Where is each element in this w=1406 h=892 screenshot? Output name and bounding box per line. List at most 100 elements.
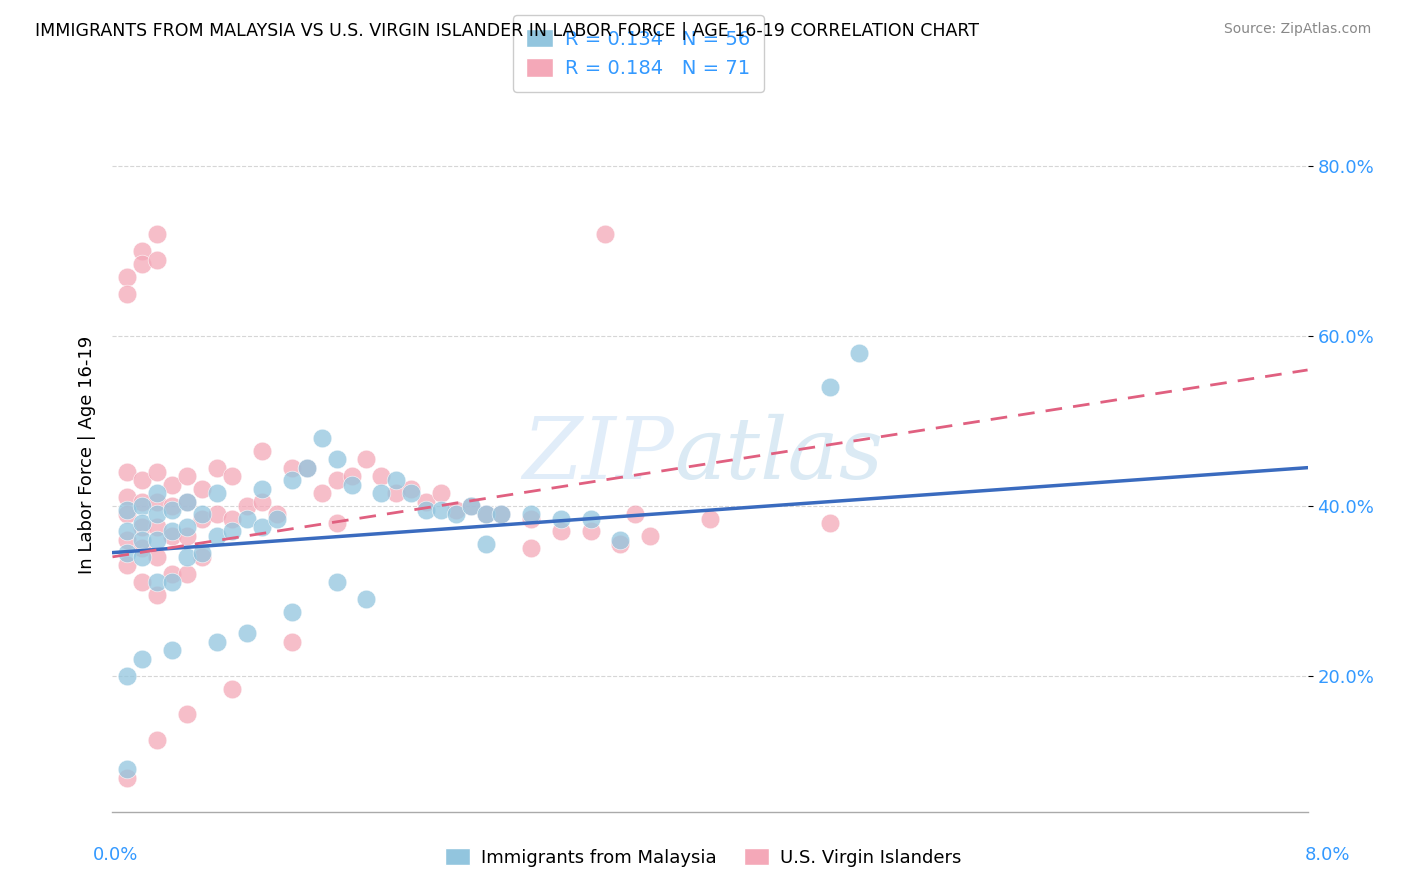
Point [311, 486, 333, 500]
Point [117, 533, 139, 547]
Point [311, 431, 333, 445]
Point [131, 494, 153, 508]
Point [146, 252, 169, 267]
Point [117, 669, 139, 683]
Point [236, 626, 259, 640]
Point [624, 508, 647, 522]
Point [356, 452, 378, 467]
Point [117, 546, 139, 560]
Point [415, 494, 437, 508]
Point [131, 652, 153, 666]
Text: 0.0%: 0.0% [93, 846, 138, 863]
Point [385, 474, 408, 488]
Point [162, 524, 183, 539]
Point [370, 469, 392, 483]
Point [146, 520, 169, 534]
Point [162, 575, 183, 590]
Point [579, 524, 602, 539]
Legend: R = 0.134   N = 56, R = 0.184   N = 71: R = 0.134 N = 56, R = 0.184 N = 71 [513, 15, 763, 92]
Point [146, 486, 169, 500]
Point [176, 549, 198, 564]
Point [176, 494, 198, 508]
Point [550, 511, 572, 525]
Point [489, 508, 512, 522]
Point [131, 520, 153, 534]
Point [146, 465, 169, 479]
Point [460, 499, 482, 513]
Point [221, 469, 243, 483]
Point [162, 477, 183, 491]
Point [250, 482, 273, 496]
Point [325, 474, 347, 488]
Point [699, 511, 721, 525]
Point [131, 257, 153, 271]
Point [520, 511, 543, 525]
Point [131, 244, 153, 258]
Point [430, 486, 453, 500]
Point [117, 524, 139, 539]
Text: Source: ZipAtlas.com: Source: ZipAtlas.com [1223, 22, 1371, 37]
Point [117, 762, 139, 776]
Point [162, 503, 183, 517]
Point [176, 469, 198, 483]
Point [131, 499, 153, 513]
Point [131, 549, 153, 564]
Point [221, 524, 243, 539]
Point [818, 516, 841, 530]
Point [146, 732, 169, 747]
Text: 8.0%: 8.0% [1305, 846, 1350, 863]
Point [444, 508, 467, 522]
Point [117, 491, 139, 505]
Point [401, 482, 423, 496]
Legend: Immigrants from Malaysia, U.S. Virgin Islanders: Immigrants from Malaysia, U.S. Virgin Is… [437, 841, 969, 874]
Point [401, 486, 423, 500]
Point [340, 477, 363, 491]
Point [595, 227, 617, 241]
Point [117, 771, 139, 785]
Y-axis label: In Labor Force | Age 16-19: In Labor Force | Age 16-19 [77, 335, 96, 574]
Point [146, 575, 169, 590]
Point [176, 566, 198, 581]
Point [146, 588, 169, 602]
Point [370, 486, 392, 500]
Point [221, 511, 243, 525]
Point [176, 520, 198, 534]
Point [146, 533, 169, 547]
Point [162, 643, 183, 657]
Point [340, 469, 363, 483]
Point [250, 494, 273, 508]
Point [281, 635, 304, 649]
Point [818, 380, 841, 394]
Point [176, 494, 198, 508]
Point [146, 494, 169, 508]
Point [131, 516, 153, 530]
Point [236, 499, 259, 513]
Point [460, 499, 482, 513]
Point [117, 286, 139, 301]
Point [520, 508, 543, 522]
Point [550, 524, 572, 539]
Point [131, 575, 153, 590]
Point [266, 508, 288, 522]
Point [162, 566, 183, 581]
Point [609, 533, 631, 547]
Point [444, 503, 467, 517]
Point [205, 486, 228, 500]
Point [117, 508, 139, 522]
Point [430, 503, 453, 517]
Point [191, 546, 214, 560]
Point [266, 511, 288, 525]
Point [325, 575, 347, 590]
Point [475, 508, 498, 522]
Point [356, 592, 378, 607]
Point [191, 508, 214, 522]
Point [117, 465, 139, 479]
Point [162, 499, 183, 513]
Point [176, 706, 198, 721]
Point [162, 528, 183, 542]
Point [236, 511, 259, 525]
Point [520, 541, 543, 556]
Point [579, 511, 602, 525]
Point [489, 508, 512, 522]
Point [205, 508, 228, 522]
